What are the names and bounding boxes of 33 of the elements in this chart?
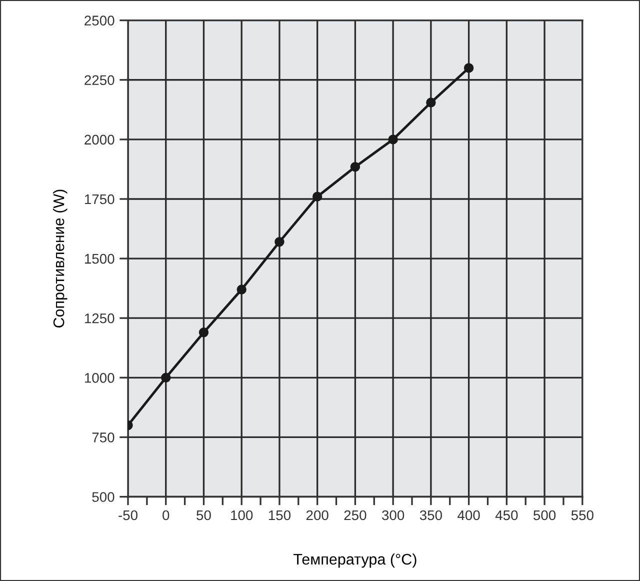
point [236, 284, 246, 294]
y-tick-label: 500 [92, 492, 114, 502]
y-tick-label: 750 [92, 432, 114, 442]
point [161, 372, 171, 383]
x-tick-label: 400 [458, 510, 480, 520]
y-tick-label: 1500 [84, 254, 114, 264]
x-tick-label: 500 [534, 510, 556, 520]
y-tick-label: 2500 [84, 16, 114, 26]
y-tick-label: 1250 [84, 313, 114, 324]
point [198, 328, 209, 338]
x-axis-title: Температура (°C) [294, 553, 416, 568]
point [426, 98, 436, 108]
x-tick-label: 100 [231, 510, 253, 520]
x-tick-label: 150 [268, 510, 291, 520]
point [388, 134, 398, 144]
point [312, 192, 322, 202]
point [350, 162, 360, 172]
x-tick-label: -50 [118, 510, 138, 520]
x-tick-label: 450 [495, 510, 518, 520]
x-tick-label: 0 [162, 510, 170, 520]
x-tick-label: 350 [420, 510, 442, 520]
x-tick-label: 250 [344, 510, 366, 520]
x-tick-label: 50 [196, 510, 211, 520]
y-tick-label: 1000 [84, 372, 114, 383]
x-tick-label: 550 [571, 510, 594, 520]
point [464, 63, 474, 73]
y-axis-title: Сопротивление (W) [53, 190, 68, 328]
y-tick-label: 2000 [84, 134, 114, 145]
x-tick-label: 300 [382, 510, 404, 520]
y-tick-label: 1750 [84, 194, 114, 204]
point [274, 237, 284, 247]
y-tick-label: 2250 [84, 75, 114, 86]
x-tick-label: 200 [306, 510, 328, 520]
